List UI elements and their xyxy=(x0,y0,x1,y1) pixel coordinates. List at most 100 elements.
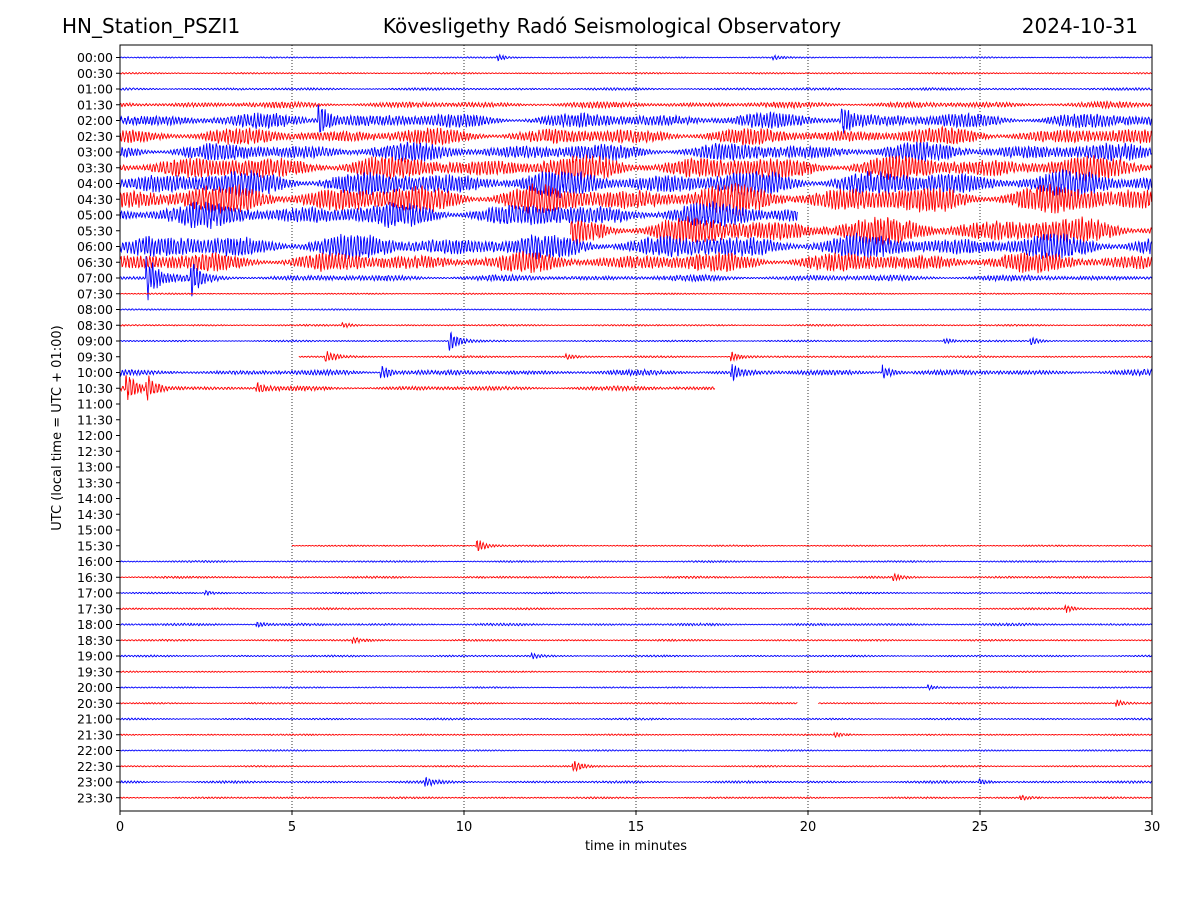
x-tick-label: 25 xyxy=(972,820,989,835)
trace-2030 xyxy=(818,699,1153,707)
y-tick-label: 11:00 xyxy=(77,397,113,412)
y-tick-label: 20:30 xyxy=(77,696,113,711)
trace-1530 xyxy=(291,540,1152,551)
y-tick-label: 21:00 xyxy=(77,712,113,727)
x-tick-label: 30 xyxy=(1144,820,1161,835)
observatory-title: Kövesligethy Radó Seismological Observat… xyxy=(382,14,842,38)
y-tick-label: 03:30 xyxy=(77,160,113,175)
y-tick-label: 01:00 xyxy=(77,82,113,97)
y-tick-label: 09:30 xyxy=(77,349,113,364)
trace-0600 xyxy=(119,232,1153,260)
trace-0730 xyxy=(119,292,1152,296)
trace-2200 xyxy=(119,749,1152,752)
trace-1800 xyxy=(119,621,1152,628)
seismic-traces xyxy=(119,53,1153,801)
trace-2330 xyxy=(119,794,1152,801)
y-tick-label: 21:30 xyxy=(77,727,113,742)
y-tick-label: 09:00 xyxy=(77,334,113,349)
x-axis: 0 5 10 15 20 25 30 xyxy=(116,811,1160,835)
y-tick-label: 22:30 xyxy=(77,759,113,774)
station-name: HN_Station_PSZI1 xyxy=(62,14,241,38)
y-tick-label: 06:00 xyxy=(77,239,113,254)
x-tick-label: 10 xyxy=(456,820,473,835)
y-axis: 00:0000:3001:0001:3002:0002:3003:0003:30… xyxy=(77,50,120,805)
trace-0230 xyxy=(119,125,1153,146)
trace-2100 xyxy=(119,717,1152,721)
y-tick-label: 05:00 xyxy=(77,208,113,223)
trace-1930 xyxy=(119,670,1152,674)
trace-0100 xyxy=(119,86,1152,92)
y-tick-label: 08:00 xyxy=(77,302,113,317)
trace-2300 xyxy=(119,776,1152,788)
trace-0800 xyxy=(119,308,1152,311)
x-axis-label: time in minutes xyxy=(585,839,687,854)
y-tick-label: 02:00 xyxy=(77,113,113,128)
trace-0130 xyxy=(119,100,1153,110)
trace-2130 xyxy=(119,731,1152,738)
y-tick-label: 15:00 xyxy=(77,523,113,538)
trace-2230 xyxy=(119,761,1152,773)
trace-2030 xyxy=(119,701,798,705)
y-tick-label: 16:30 xyxy=(77,570,113,585)
y-tick-label: 02:30 xyxy=(77,129,113,144)
trace-0700 xyxy=(119,256,1152,301)
y-tick-label: 10:30 xyxy=(77,381,113,396)
plot-frame xyxy=(119,44,1153,812)
y-tick-label: 13:00 xyxy=(77,460,113,475)
y-tick-label: 18:00 xyxy=(77,617,113,632)
trace-0900 xyxy=(119,331,1152,351)
x-tick-label: 5 xyxy=(288,820,296,835)
trace-0500 xyxy=(119,200,798,229)
y-tick-label: 03:00 xyxy=(77,145,113,160)
trace-0030 xyxy=(119,71,1152,75)
y-tick-label: 04:00 xyxy=(77,176,113,191)
y-tick-label: 08:30 xyxy=(77,318,113,333)
trace-2000 xyxy=(119,684,1152,691)
y-tick-label: 19:00 xyxy=(77,649,113,664)
y-tick-label: 18:30 xyxy=(77,633,113,648)
y-tick-label: 15:30 xyxy=(77,538,113,553)
trace-0930 xyxy=(298,351,1152,362)
trace-1030 xyxy=(119,375,716,401)
x-tick-label: 0 xyxy=(116,820,124,835)
y-axis-label: UTC (local time = UTC + 01:00) xyxy=(50,325,65,530)
trace-1000 xyxy=(119,364,1153,382)
y-tick-label: 12:30 xyxy=(77,444,113,459)
trace-1900 xyxy=(119,651,1152,660)
trace-0200 xyxy=(119,104,1152,134)
trace-1830 xyxy=(119,636,1152,645)
y-tick-label: 10:00 xyxy=(77,365,113,380)
y-tick-label: 04:30 xyxy=(77,192,113,207)
trace-1600 xyxy=(119,559,1152,564)
y-tick-label: 23:30 xyxy=(77,790,113,805)
trace-0330 xyxy=(119,154,1152,182)
y-tick-label: 20:00 xyxy=(77,680,113,695)
y-tick-label: 11:30 xyxy=(77,412,113,427)
recording-date: 2024-10-31 xyxy=(1021,14,1138,38)
trace-0400 xyxy=(119,169,1153,199)
y-tick-label: 00:30 xyxy=(77,66,113,81)
trace-0300 xyxy=(119,141,1152,162)
y-tick-label: 12:00 xyxy=(77,428,113,443)
y-tick-label: 16:00 xyxy=(77,554,113,569)
y-tick-label: 13:30 xyxy=(77,475,113,490)
trace-1630 xyxy=(119,572,1152,582)
x-tick-label: 20 xyxy=(800,820,817,835)
y-tick-label: 22:00 xyxy=(77,743,113,758)
y-tick-label: 00:00 xyxy=(77,50,113,65)
y-tick-label: 01:30 xyxy=(77,97,113,112)
trace-0630 xyxy=(119,250,1153,274)
y-tick-label: 06:30 xyxy=(77,255,113,270)
y-tick-label: 17:00 xyxy=(77,586,113,601)
y-tick-label: 19:30 xyxy=(77,664,113,679)
y-tick-label: 14:00 xyxy=(77,491,113,506)
trace-1700 xyxy=(119,589,1152,596)
y-tick-label: 23:00 xyxy=(77,775,113,790)
trace-1730 xyxy=(119,604,1152,613)
y-tick-label: 17:30 xyxy=(77,601,113,616)
y-tick-label: 14:30 xyxy=(77,507,113,522)
trace-0000 xyxy=(119,53,1152,62)
y-tick-label: 07:30 xyxy=(77,286,113,301)
trace-0430 xyxy=(119,183,1153,216)
